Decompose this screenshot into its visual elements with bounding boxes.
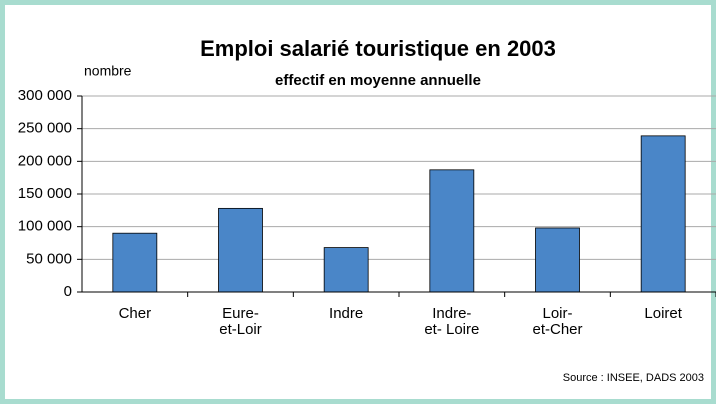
y-tick-label: 300 000	[18, 87, 72, 104]
y-tick-label: 200 000	[18, 152, 72, 169]
y-tick-label: 0	[64, 283, 72, 300]
bar	[535, 227, 580, 293]
chart-title: Emploi salarié touristique en 2003	[200, 36, 556, 61]
y-tick-label: 250 000	[18, 120, 72, 137]
bar	[640, 135, 686, 293]
bar	[429, 169, 475, 293]
x-tick-label: Loir- et-Cher	[532, 305, 583, 338]
x-tick-label: Indre	[329, 305, 364, 322]
bar	[218, 207, 263, 293]
chart-subtitle: effectif en moyenne annuelle	[275, 72, 481, 89]
bar	[112, 232, 158, 293]
bar	[323, 247, 369, 293]
x-tick-label: Indre- et- Loire	[424, 305, 480, 338]
source: Source : INSEE, DADS 2003	[563, 372, 704, 384]
x-tick-label: Eure- et-Loir	[219, 305, 262, 338]
y-tick-label: 50 000	[26, 250, 72, 267]
y-axis-label: nombre	[84, 63, 132, 79]
x-tick-label: Cher	[118, 305, 152, 322]
y-tick-label: 100 000	[18, 218, 72, 235]
y-tick-label: 150 000	[18, 185, 72, 202]
x-tick-label: Loiret	[644, 305, 682, 322]
